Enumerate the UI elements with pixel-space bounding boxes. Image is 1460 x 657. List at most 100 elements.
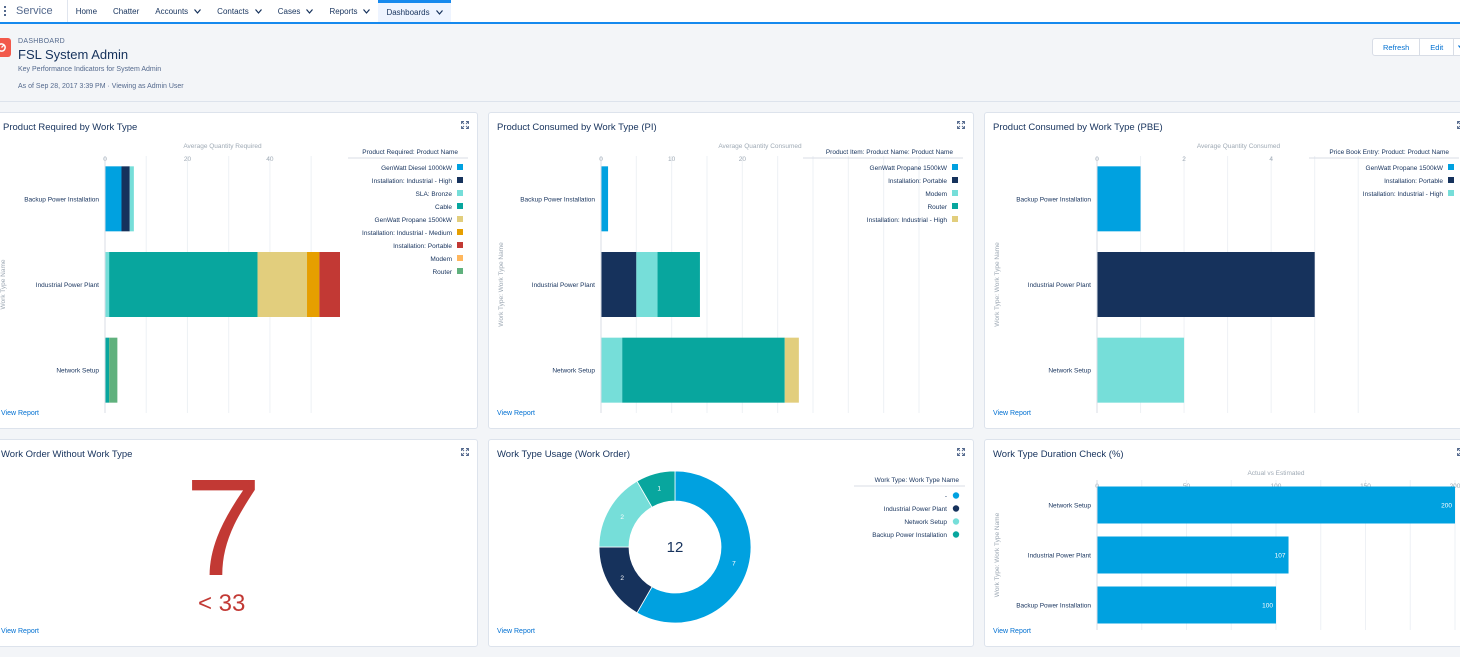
product-required-card: Product Required by Work Type Average Qu…	[0, 112, 478, 429]
nav-tab-dashboards[interactable]: Dashboards	[378, 0, 451, 22]
legend-label: GenWatt Diesel 1000kW	[381, 165, 453, 172]
expand-icon[interactable]	[461, 121, 469, 129]
nav-tab-cases[interactable]: Cases	[270, 0, 322, 22]
chevron-down-icon[interactable]	[254, 8, 262, 14]
bar-segment	[121, 166, 130, 232]
legend-swatch	[952, 190, 958, 196]
legend-label: Installation: Portable	[393, 243, 452, 250]
view-report-link[interactable]: View Report	[993, 410, 1032, 417]
category-label: Backup Power Installation	[24, 196, 99, 203]
x-tick-label: 10	[668, 156, 676, 163]
card-title: Product Consumed by Work Type (PI)	[497, 122, 657, 133]
chevron-down-icon[interactable]	[435, 10, 443, 15]
nav-tab-chatter[interactable]: Chatter	[105, 0, 147, 22]
expand-icon[interactable]	[957, 448, 965, 456]
legend-title: Work Type: Work Type Name	[875, 477, 960, 484]
legend-swatch	[1448, 164, 1454, 170]
x-axis-title: Actual vs Estimated	[1247, 470, 1304, 477]
global-nav: Service Home Chatter Accounts Contacts Cases…	[0, 0, 1460, 24]
legend-label: GenWatt Propane 1500kW	[375, 217, 453, 224]
legend-swatch	[457, 177, 463, 183]
x-axis-title: Average Quantity Consumed	[1197, 143, 1281, 150]
refresh-button[interactable]: Refresh	[1373, 39, 1421, 55]
category-label: Industrial Power Plant	[36, 282, 99, 289]
bar-segment	[105, 337, 110, 403]
duration-check-chart: Actual vs Estimated050100150200Work Type…	[994, 470, 1460, 630]
legend-title: Product Required: Product Name	[362, 149, 458, 156]
card-title: Work Type Duration Check (%)	[993, 449, 1124, 460]
chevron-down-icon[interactable]	[194, 8, 202, 14]
bar-segment	[601, 337, 623, 403]
legend-swatch	[952, 531, 960, 538]
bar-segment	[105, 166, 122, 232]
app-launcher-icon[interactable]	[0, 0, 10, 22]
category-label: Network Setup	[1048, 368, 1091, 375]
nav-tab-reports[interactable]: Reports	[321, 0, 378, 22]
more-actions-button[interactable]	[1454, 39, 1460, 55]
bar	[1097, 536, 1289, 574]
expand-icon[interactable]	[1457, 448, 1460, 456]
nav-tab-home[interactable]: Home	[68, 0, 105, 22]
expand-icon[interactable]	[461, 448, 469, 456]
view-report-link[interactable]: View Report	[993, 628, 1032, 635]
nav-tab-label: Home	[75, 6, 98, 16]
legend-label: Installation: Portable	[1384, 178, 1443, 185]
header-button-group: Refresh Edit	[1372, 38, 1460, 56]
nav-tab-label: Contacts	[217, 6, 249, 16]
bar-segment	[1097, 337, 1185, 403]
product-consumed-pi-chart: Average Quantity Consumed01020Work Type:…	[498, 143, 963, 413]
category-label: Network Setup	[56, 368, 99, 375]
bar-segment	[257, 252, 308, 317]
dashboard-icon	[0, 38, 11, 57]
view-report-link[interactable]: View Report	[1, 628, 40, 635]
nav-tab-contacts[interactable]: Contacts	[209, 0, 270, 22]
page-title: FSL System Admin	[18, 47, 129, 62]
expand-icon[interactable]	[1457, 121, 1460, 129]
category-label: Backup Power Installation	[520, 196, 595, 203]
view-report-link[interactable]: View Report	[1, 410, 40, 417]
duration-check-card: Work Type Duration Check (%) Actual vs E…	[984, 439, 1460, 647]
metric-value: 7	[185, 451, 262, 605]
legend-swatch	[952, 518, 960, 525]
category-label: Backup Power Installation	[1016, 196, 1091, 203]
edit-button[interactable]: Edit	[1420, 39, 1455, 55]
legend-swatch	[1448, 190, 1454, 196]
legend-label: Network Setup	[904, 519, 947, 526]
y-axis-title: Work Type Name	[0, 259, 7, 309]
metric-target: < 33	[198, 590, 246, 617]
chevron-down-icon[interactable]	[363, 8, 371, 14]
chevron-down-icon[interactable]	[306, 8, 314, 14]
nav-tab-accounts[interactable]: Accounts	[147, 0, 209, 22]
bar-segment	[601, 166, 609, 232]
legend-label: Router	[432, 269, 452, 276]
x-tick-label: 20	[184, 156, 192, 163]
legend-swatch	[457, 216, 463, 222]
donut-slice	[636, 470, 752, 624]
product-required-chart: Average Quantity Required02040Work Type …	[0, 143, 468, 413]
slice-value-label: 1	[657, 486, 661, 493]
legend-label: Installation: Industrial - High	[867, 217, 948, 224]
legend-swatch	[952, 492, 960, 499]
expand-icon[interactable]	[957, 121, 965, 129]
work-type-usage-chart: 7 2 2 1 12 Work Type: Work Type Name - Industri…	[598, 470, 965, 624]
legend-label: Industrial Power Plant	[884, 506, 947, 513]
card-title: Work Order Without Work Type	[1, 449, 133, 460]
nav-tab-label: Reports	[329, 6, 358, 16]
x-axis-title: Average Quantity Required	[183, 143, 262, 150]
legend-label: Cable	[435, 204, 452, 211]
legend-swatch	[457, 268, 463, 274]
legend-label: -	[945, 493, 947, 500]
card-title: Work Type Usage (Work Order)	[497, 449, 631, 460]
legend-swatch	[457, 164, 463, 170]
legend-label: Installation: Industrial - Medium	[362, 230, 452, 237]
x-tick-label: 4	[1269, 156, 1273, 163]
category-label: Industrial Power Plant	[532, 282, 595, 289]
bar-segment	[1097, 166, 1141, 232]
view-report-link[interactable]: View Report	[497, 628, 536, 635]
legend-label: Backup Power Installation	[872, 532, 947, 539]
bar	[1097, 586, 1276, 624]
bar-value-label: 200	[1441, 503, 1452, 510]
legend-swatch	[952, 203, 958, 209]
view-report-link[interactable]: View Report	[497, 410, 536, 417]
bar-segment	[1097, 252, 1315, 317]
